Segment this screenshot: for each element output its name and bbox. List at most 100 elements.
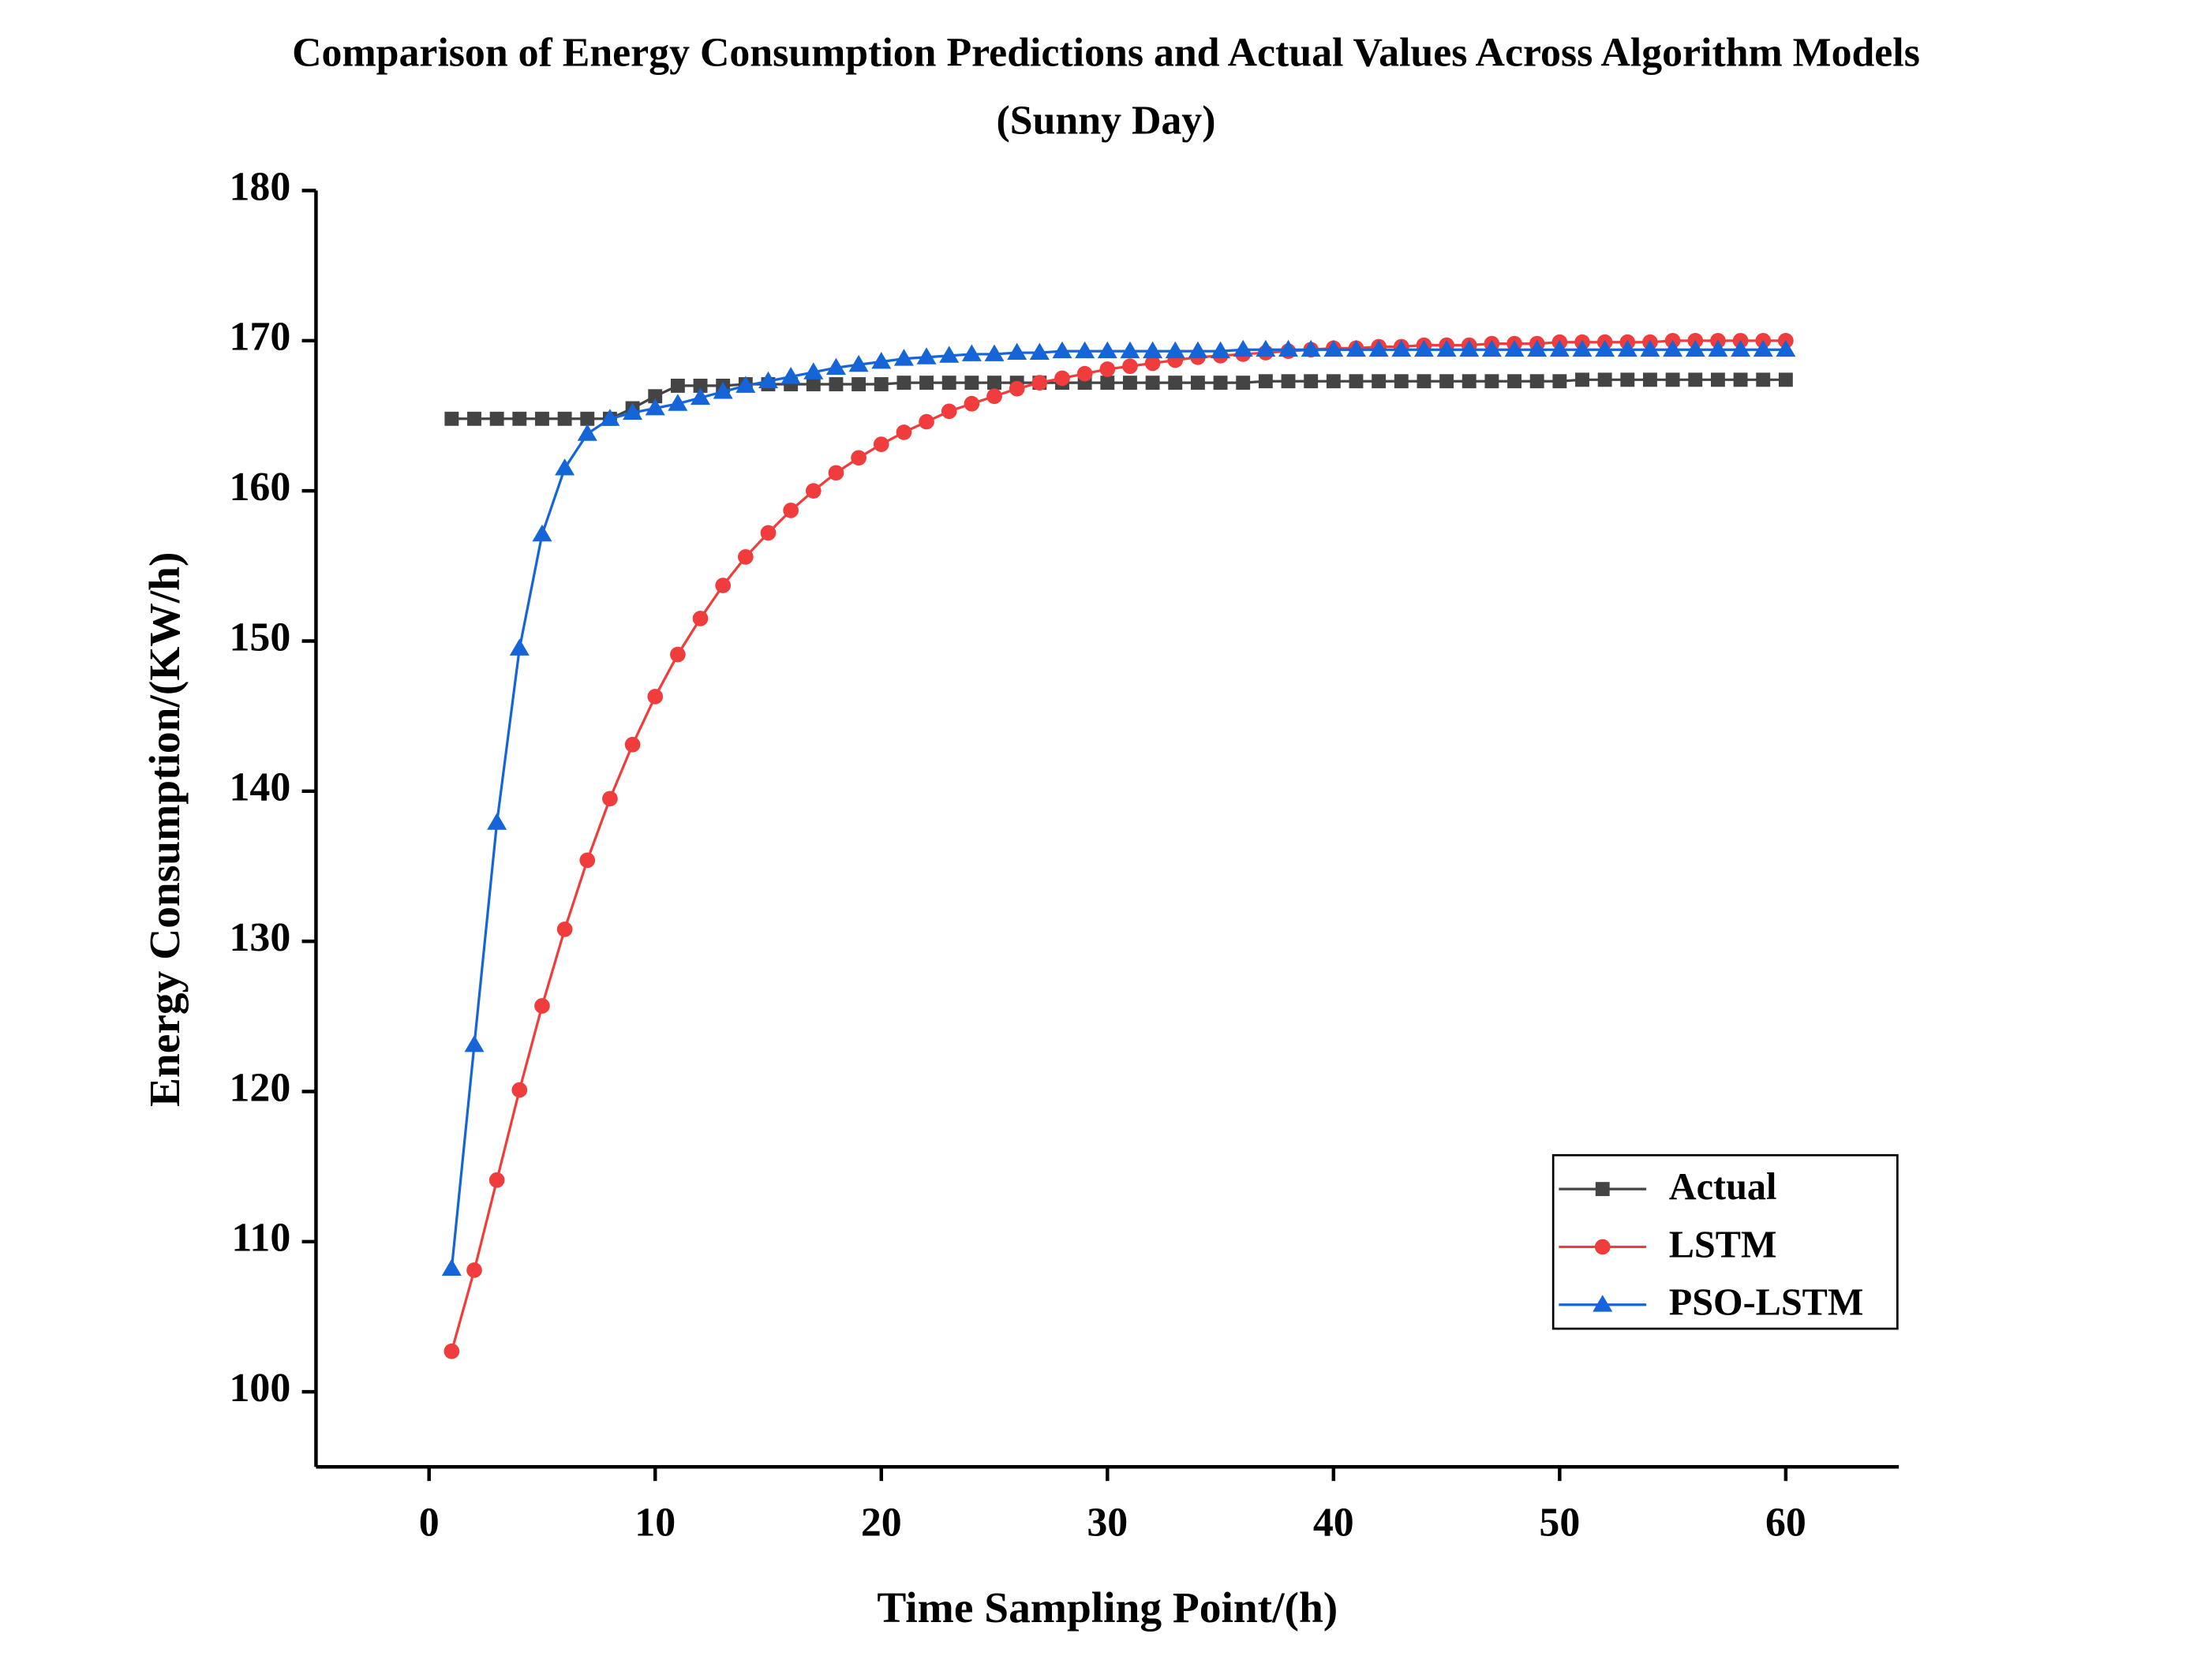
marker xyxy=(1190,376,1205,391)
marker xyxy=(1278,339,1299,357)
marker xyxy=(1097,341,1117,359)
marker xyxy=(919,376,934,391)
marker xyxy=(512,411,527,426)
marker xyxy=(692,611,709,626)
marker xyxy=(964,395,980,412)
marker xyxy=(893,349,914,366)
marker xyxy=(1595,1182,1610,1197)
marker xyxy=(1323,339,1344,357)
marker xyxy=(825,357,846,376)
marker xyxy=(1213,376,1228,391)
marker xyxy=(1009,380,1025,397)
marker xyxy=(602,791,618,807)
marker xyxy=(916,347,937,364)
marker xyxy=(624,736,641,753)
marker xyxy=(670,378,685,393)
marker xyxy=(1594,1239,1611,1255)
marker xyxy=(1076,365,1093,382)
marker xyxy=(577,424,597,441)
marker xyxy=(1007,342,1027,360)
marker xyxy=(556,921,573,937)
marker xyxy=(896,376,911,391)
marker xyxy=(648,389,663,404)
marker xyxy=(1349,374,1364,389)
marker xyxy=(1572,339,1593,357)
marker xyxy=(1620,372,1635,387)
marker xyxy=(1120,341,1140,359)
marker xyxy=(1301,339,1321,357)
x-tick-label: 20 xyxy=(861,1500,902,1545)
marker xyxy=(828,465,844,481)
marker xyxy=(1731,339,1751,357)
marker xyxy=(986,388,1002,405)
marker xyxy=(873,436,889,452)
marker xyxy=(1188,341,1208,359)
marker xyxy=(1527,339,1548,357)
marker xyxy=(535,411,549,426)
marker xyxy=(1595,339,1615,357)
marker xyxy=(1753,339,1773,357)
series xyxy=(444,372,1793,426)
marker xyxy=(444,411,459,426)
marker xyxy=(1168,376,1183,391)
marker xyxy=(829,377,844,391)
marker xyxy=(1100,376,1115,391)
marker xyxy=(851,377,866,391)
marker xyxy=(896,424,912,440)
marker xyxy=(1462,374,1477,389)
marker xyxy=(713,382,733,399)
marker xyxy=(1236,376,1251,391)
marker xyxy=(1029,342,1050,360)
marker xyxy=(1256,339,1276,357)
marker xyxy=(1368,339,1389,357)
marker xyxy=(600,409,620,426)
marker xyxy=(534,998,550,1014)
marker xyxy=(874,377,889,391)
marker xyxy=(441,1258,462,1276)
y-tick-label: 160 xyxy=(230,465,291,510)
x-axis-label: Time Sampling Point/(h) xyxy=(877,1583,1338,1632)
marker xyxy=(1439,374,1454,389)
marker xyxy=(1211,341,1231,359)
marker xyxy=(579,852,596,869)
marker xyxy=(1756,372,1771,387)
marker xyxy=(1075,341,1095,359)
marker xyxy=(1099,361,1116,377)
y-axis-label: Energy Consumption/(KW/h) xyxy=(140,552,189,1107)
marker xyxy=(1640,339,1660,357)
marker xyxy=(670,646,686,663)
marker xyxy=(964,376,979,391)
marker xyxy=(1346,339,1366,357)
legend-label: LSTM xyxy=(1669,1224,1777,1265)
marker xyxy=(871,351,892,369)
marker xyxy=(1507,374,1521,389)
marker xyxy=(444,1343,460,1359)
marker xyxy=(1391,339,1412,357)
marker xyxy=(1122,358,1138,375)
marker xyxy=(464,1034,485,1052)
marker xyxy=(693,378,708,393)
marker xyxy=(783,503,799,518)
marker xyxy=(851,450,866,466)
marker xyxy=(758,371,779,389)
marker xyxy=(1685,339,1705,357)
marker xyxy=(691,387,711,406)
marker xyxy=(623,402,643,421)
marker xyxy=(805,483,822,499)
marker xyxy=(467,411,481,426)
marker xyxy=(1417,374,1432,389)
marker xyxy=(735,376,756,393)
marker xyxy=(1165,341,1185,359)
marker xyxy=(1144,355,1161,372)
marker xyxy=(487,813,507,830)
marker xyxy=(987,376,1001,391)
legend-box xyxy=(1551,1153,1899,1330)
marker xyxy=(961,344,982,361)
series xyxy=(441,339,1796,1276)
x-tick-label: 50 xyxy=(1539,1500,1580,1545)
x-tick-label: 0 xyxy=(419,1500,440,1545)
marker xyxy=(1031,375,1048,391)
marker xyxy=(489,411,504,426)
x-tick-label: 40 xyxy=(1313,1500,1354,1545)
